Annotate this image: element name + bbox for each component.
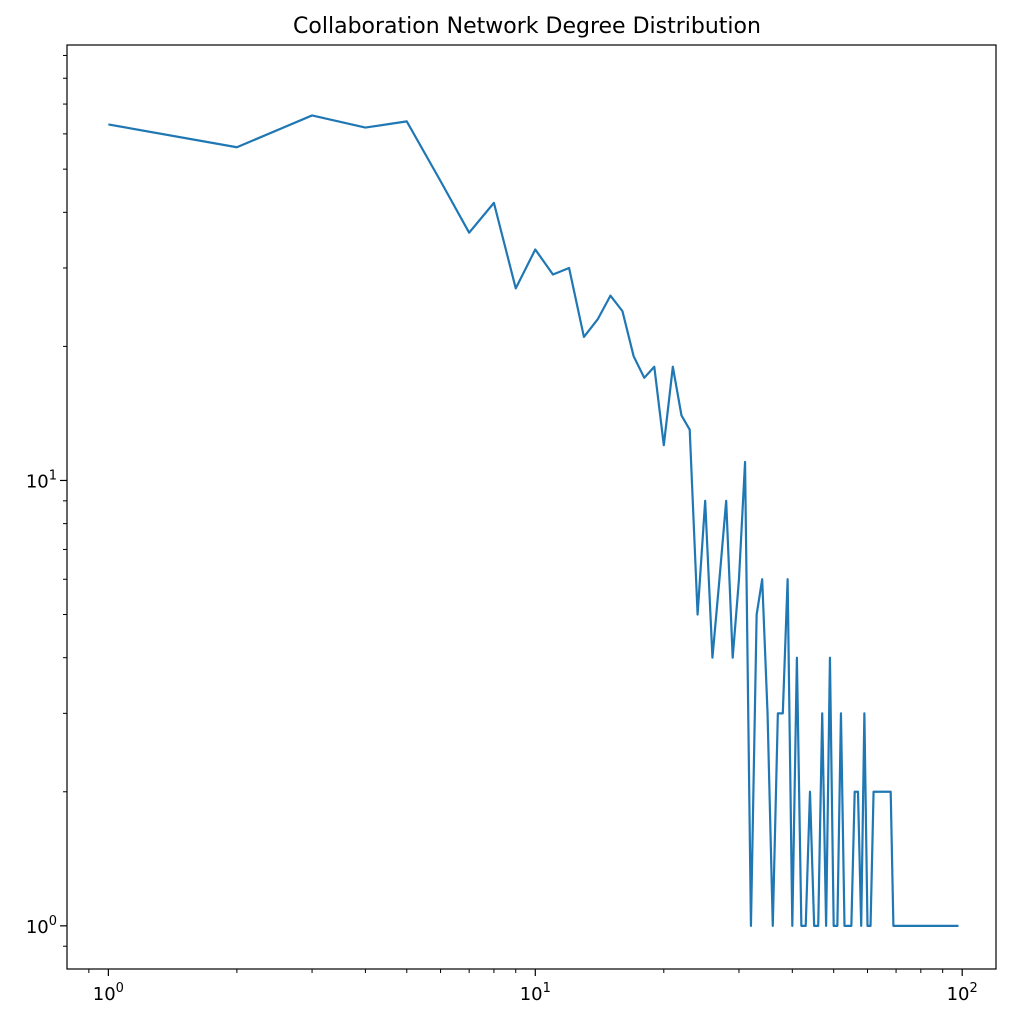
degree-series-line bbox=[108, 114, 959, 927]
y-tick-label: 100 bbox=[26, 914, 57, 938]
plot-frame bbox=[66, 44, 997, 970]
x-tick-label: 102 bbox=[947, 981, 978, 1005]
y-tick-label: 101 bbox=[26, 468, 57, 492]
x-tick-label: 100 bbox=[93, 981, 124, 1005]
minor-ticks bbox=[63, 54, 944, 973]
major-ticks: 100 101 102 100 101 bbox=[26, 468, 978, 1005]
x-tick-label: 101 bbox=[520, 981, 551, 1005]
chart-title: Collaboration Network Degree Distributio… bbox=[293, 14, 761, 39]
